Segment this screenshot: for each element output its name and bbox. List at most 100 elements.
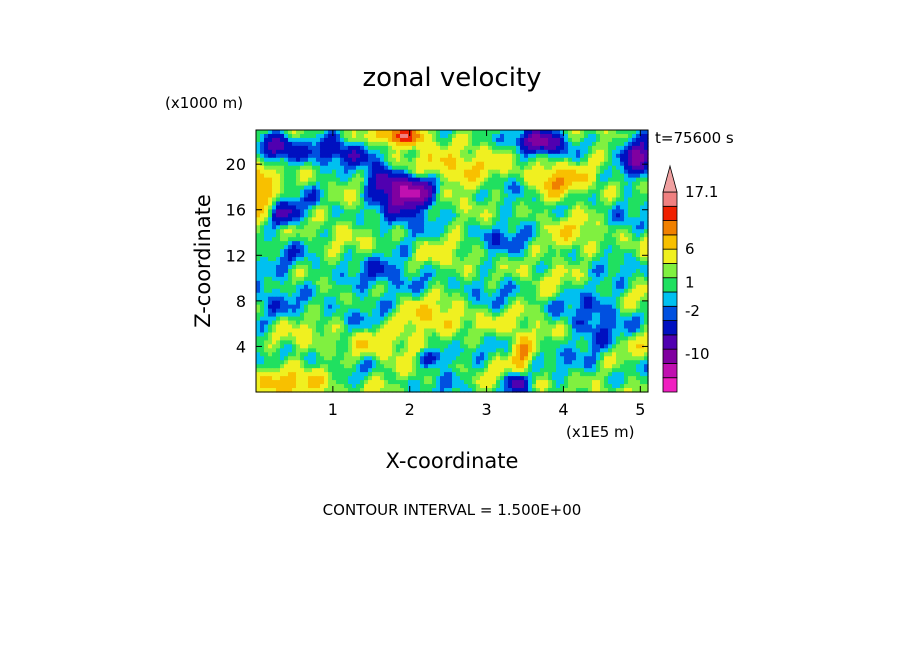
heatmap-cell <box>428 292 433 298</box>
heatmap-cell <box>580 261 585 266</box>
heatmap-cell <box>604 261 609 266</box>
heatmap-cell <box>572 316 577 322</box>
heatmap-cell <box>524 157 529 163</box>
heatmap-cell <box>616 288 621 294</box>
heatmap-cell <box>428 225 433 230</box>
heatmap-cell <box>416 157 421 163</box>
heatmap-cell <box>272 157 277 163</box>
heatmap-cell <box>380 249 385 254</box>
heatmap-cell <box>504 245 509 250</box>
heatmap-cell <box>456 130 461 135</box>
heatmap-cell <box>508 249 513 254</box>
heatmap-cell <box>472 181 477 187</box>
heatmap-cell <box>500 300 505 306</box>
heatmap-cell <box>480 320 485 326</box>
heatmap-cell <box>344 177 349 183</box>
heatmap-cell <box>336 197 341 203</box>
heatmap-cell <box>284 221 289 226</box>
heatmap-cell <box>400 165 405 171</box>
heatmap-cell <box>528 209 533 214</box>
heatmap-cell <box>612 161 617 167</box>
heatmap-cell <box>356 276 361 282</box>
heatmap-cell <box>580 213 585 218</box>
heatmap-cell <box>488 296 493 302</box>
heatmap-cell <box>324 268 329 274</box>
heatmap-cell <box>440 272 445 278</box>
heatmap-cell <box>532 304 537 310</box>
heatmap-cell <box>300 177 305 183</box>
heatmap-cell <box>564 249 569 254</box>
heatmap-cell <box>392 177 397 183</box>
heatmap-cell <box>460 221 465 226</box>
heatmap-cell <box>448 229 453 234</box>
heatmap-cell <box>560 193 565 199</box>
heatmap-cell <box>504 221 509 226</box>
heatmap-cell <box>316 213 321 218</box>
heatmap-cell <box>564 245 569 250</box>
heatmap-cell <box>276 272 281 278</box>
heatmap-cell <box>296 173 301 179</box>
heatmap-cell <box>308 169 313 175</box>
heatmap-cell <box>632 217 637 222</box>
heatmap-cell <box>300 133 305 139</box>
heatmap-cell <box>608 312 613 318</box>
heatmap-cell <box>444 145 449 151</box>
heatmap-cell <box>280 280 285 286</box>
heatmap-cell <box>556 261 561 266</box>
heatmap-cell <box>476 157 481 163</box>
heatmap-cell <box>560 276 565 282</box>
heatmap-cell <box>396 264 401 270</box>
heatmap-cell <box>424 213 429 218</box>
heatmap-cell <box>588 268 593 274</box>
heatmap-cell <box>300 205 305 210</box>
heatmap-cell <box>432 169 437 175</box>
heatmap-cell <box>332 328 337 334</box>
heatmap-cell <box>404 245 409 250</box>
heatmap-cell <box>588 137 593 143</box>
heatmap-cell <box>492 130 497 135</box>
heatmap-cell <box>444 284 449 290</box>
heatmap-cell <box>412 268 417 274</box>
heatmap-cell <box>492 197 497 203</box>
heatmap-cell <box>592 177 597 183</box>
heatmap-cell <box>616 253 621 258</box>
heatmap-cell <box>344 316 349 322</box>
heatmap-cell <box>272 257 277 262</box>
heatmap-cell <box>508 185 513 191</box>
heatmap-cell <box>356 261 361 266</box>
heatmap-cell <box>460 137 465 143</box>
heatmap-cell <box>268 257 273 262</box>
heatmap-cell <box>428 308 433 314</box>
heatmap-cell <box>280 233 285 238</box>
heatmap-cell <box>268 197 273 203</box>
heatmap-cell <box>556 296 561 302</box>
heatmap-cell <box>584 320 589 326</box>
heatmap-cell <box>616 272 621 278</box>
heatmap-cell <box>532 201 537 207</box>
heatmap-cell <box>552 241 557 246</box>
heatmap-cell <box>588 261 593 266</box>
heatmap-cell <box>576 205 581 210</box>
heatmap-cell <box>624 304 629 310</box>
heatmap-cell <box>604 153 609 159</box>
heatmap-cell <box>596 249 601 254</box>
heatmap-cell <box>312 253 317 258</box>
heatmap-cell <box>312 261 317 266</box>
heatmap-cell <box>436 149 441 155</box>
heatmap-cell <box>368 264 373 270</box>
heatmap-cell <box>592 233 597 238</box>
heatmap-cell <box>364 205 369 210</box>
heatmap-cell <box>296 257 301 262</box>
heatmap-cell <box>336 292 341 298</box>
heatmap-cell <box>456 157 461 163</box>
heatmap-cell <box>512 316 517 322</box>
heatmap-cell <box>608 253 613 258</box>
heatmap-cell <box>404 257 409 262</box>
heatmap-cell <box>380 157 385 163</box>
heatmap-cell <box>288 185 293 191</box>
heatmap-cell <box>644 189 649 195</box>
heatmap-cell <box>516 205 521 210</box>
heatmap-cell <box>480 280 485 286</box>
heatmap-cell <box>592 292 597 298</box>
heatmap-cell <box>376 153 381 159</box>
